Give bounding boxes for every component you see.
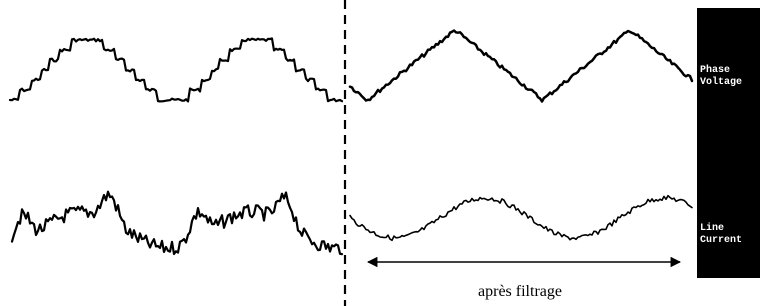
panel-label: Line	[700, 222, 724, 234]
panel-label: Current	[700, 235, 742, 246]
waveforms	[10, 31, 692, 255]
caption: après filtrage	[478, 283, 562, 300]
figure: après filtrage Phase Voltage Line Curren…	[0, 0, 760, 306]
page: Waveforms html, body { margin: 0; paddin…	[0, 0, 760, 306]
waveform	[350, 196, 692, 241]
panel-label: Voltage	[700, 76, 742, 88]
body: {"panel": {"labels": [{"line1": "Phase",…	[0, 0, 760, 306]
waveform	[350, 31, 692, 102]
waveform	[12, 192, 342, 254]
waveform	[10, 39, 342, 102]
panel-label: Phase	[700, 64, 730, 76]
